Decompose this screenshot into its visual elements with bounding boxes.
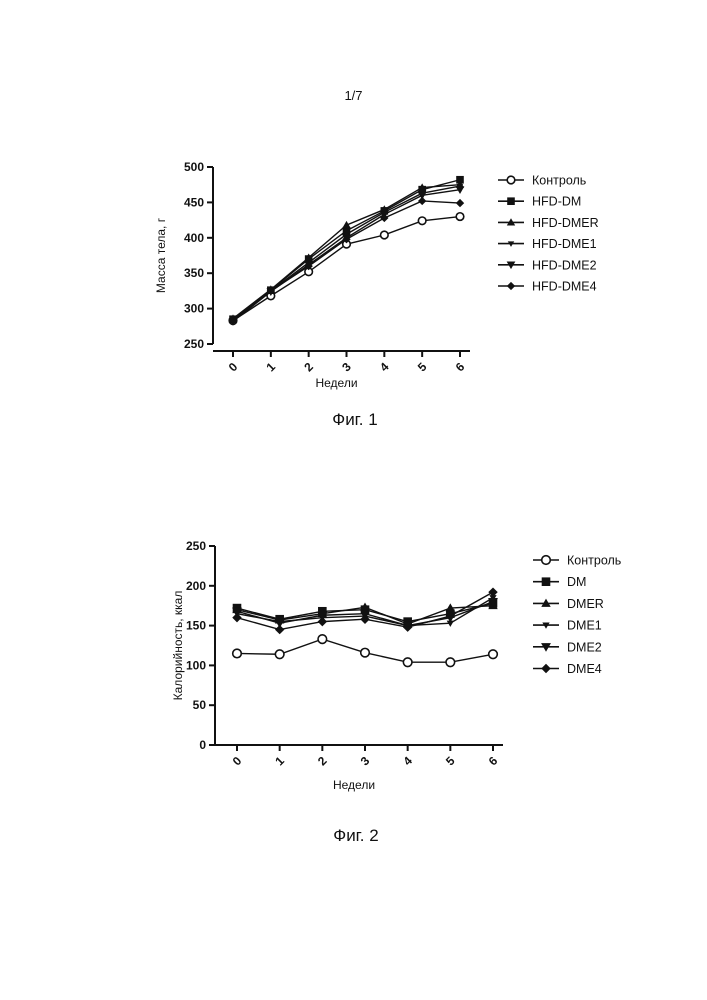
chart1-y-tick-label: 250 [184,337,204,351]
chart1-legend-entry: HFD-DMER [498,216,599,230]
chart1-legend-marker [507,282,515,290]
chart1-series-line [233,186,460,320]
chart2-data-point [275,650,284,659]
chart1-data-point [456,213,464,221]
chart1-legend-entry: HFD-DME4 [498,280,597,294]
chart1-legend-entry: Контроль [498,174,586,188]
chart2-x-tick-label: 0 [230,753,245,768]
chart2-legend-label: DME4 [567,662,602,676]
chart1-legend-label: HFD-DME1 [532,237,597,251]
chart1-data-point [456,199,464,207]
chart2-data-point [446,658,455,667]
chart2-legend-label: DM [567,575,586,589]
chart2-y-tick-label: 200 [186,579,206,593]
chart2-x-tick-label: 1 [272,753,287,768]
chart2-y-tick-label: 150 [186,619,206,633]
chart1-series-4 [230,184,463,323]
chart2-data-point [233,649,242,658]
chart2-legend-entry: DME2 [533,640,602,654]
chart2-figure-caption: Фиг. 2 [333,826,378,845]
chart2-y-tick-label: 250 [186,539,206,553]
chart2-legend-label: DME1 [567,619,602,633]
chart2-x-tick-label: 3 [358,753,373,768]
chart1-y-tick-label: 400 [184,231,204,245]
chart1-y-tick-label: 500 [184,160,204,174]
chart1-series-6 [229,197,464,324]
chart2-series-1 [233,635,498,667]
chart1-legend-label: Контроль [532,174,586,188]
chart2-data-point [489,650,498,659]
chart1-x-tick-label: 2 [301,359,316,374]
chart2-legend-entry: DM [533,575,586,589]
chart2-legend-entry: DMER [533,597,604,611]
chart1-data-point [380,214,388,222]
chart2-x-tick-label: 6 [486,753,501,768]
chart2-y-tick-label: 50 [193,698,207,712]
page-number: 1/7 [0,88,707,103]
chart1-legend-marker [507,176,515,184]
chart2-legend-entry: DME4 [533,662,602,676]
chart1-y-axis-label: Масса тела, г [154,217,168,293]
chart1-x-tick-label: 1 [264,359,279,374]
chart2-y-tick-label: 0 [199,738,206,752]
chart2-x-tick-label: 2 [315,753,330,768]
chart1-legend-label: HFD-DME2 [532,258,597,272]
chart1-y-tick-label: 350 [184,266,204,280]
chart2-y-axis-label: Калорийность, ккал [171,591,185,701]
chart1-legend-label: HFD-DMER [532,216,599,230]
chart1-series-2 [229,176,464,323]
chart2-data-point [275,625,284,634]
chart1-series-5 [229,186,465,325]
chart1-x-tick-label: 4 [377,359,392,374]
chart1-data-point [418,217,426,225]
chart1-x-axis-label: Недели [315,376,357,390]
chart2-legend-label: DME2 [567,640,602,654]
chart1-data-point [418,197,426,205]
figure-1-body-mass-chart: 250 300 350 400 450 500 0 1 2 3 4 5 6 Недели Масса тел… [0,140,707,430]
chart1-x-tick-label: 3 [339,359,354,374]
chart1-legend-entry: HFD-DME2 [498,258,597,272]
chart2-x-tick-label: 4 [400,753,415,768]
chart2-legend-marker [542,577,551,586]
chart2-data-point [318,635,327,644]
chart1-series-line [233,190,460,322]
chart1-data-point [381,231,389,239]
chart2-x-tick-label: 5 [443,753,458,768]
chart1-y-tick-label: 300 [184,302,204,316]
chart2-legend-entry: DME1 [533,619,602,633]
chart1-x-tick-label: 0 [226,359,241,374]
chart1-legend-label: HFD-DM [532,195,581,209]
chart1-figure-caption: Фиг. 1 [332,410,377,429]
chart1-legend-marker [507,197,515,205]
chart1-y-tick-label: 450 [184,195,204,209]
figure-2-calorie-chart: 0 50 100 150 200 250 0 1 2 3 4 5 6 Недели Калорийность… [0,530,707,860]
chart2-data-point [403,658,412,667]
chart1-legend-entry: HFD-DME1 [498,237,597,251]
chart1-x-tick-label: 5 [415,359,430,374]
chart2-data-point [361,648,370,657]
chart2-y-tick-label: 100 [186,658,206,672]
chart2-legend-label: Контроль [567,554,621,568]
chart1-x-tick-label: 6 [453,359,468,374]
chart1-legend-entry: HFD-DM [498,195,581,209]
chart2-x-axis-label: Недели [333,778,375,792]
chart1-legend-label: HFD-DME4 [532,280,597,294]
chart2-legend-marker [541,664,550,673]
chart2-legend-label: DMER [567,597,604,611]
chart2-legend-entry: Контроль [533,554,621,568]
chart2-legend-marker [542,556,551,565]
